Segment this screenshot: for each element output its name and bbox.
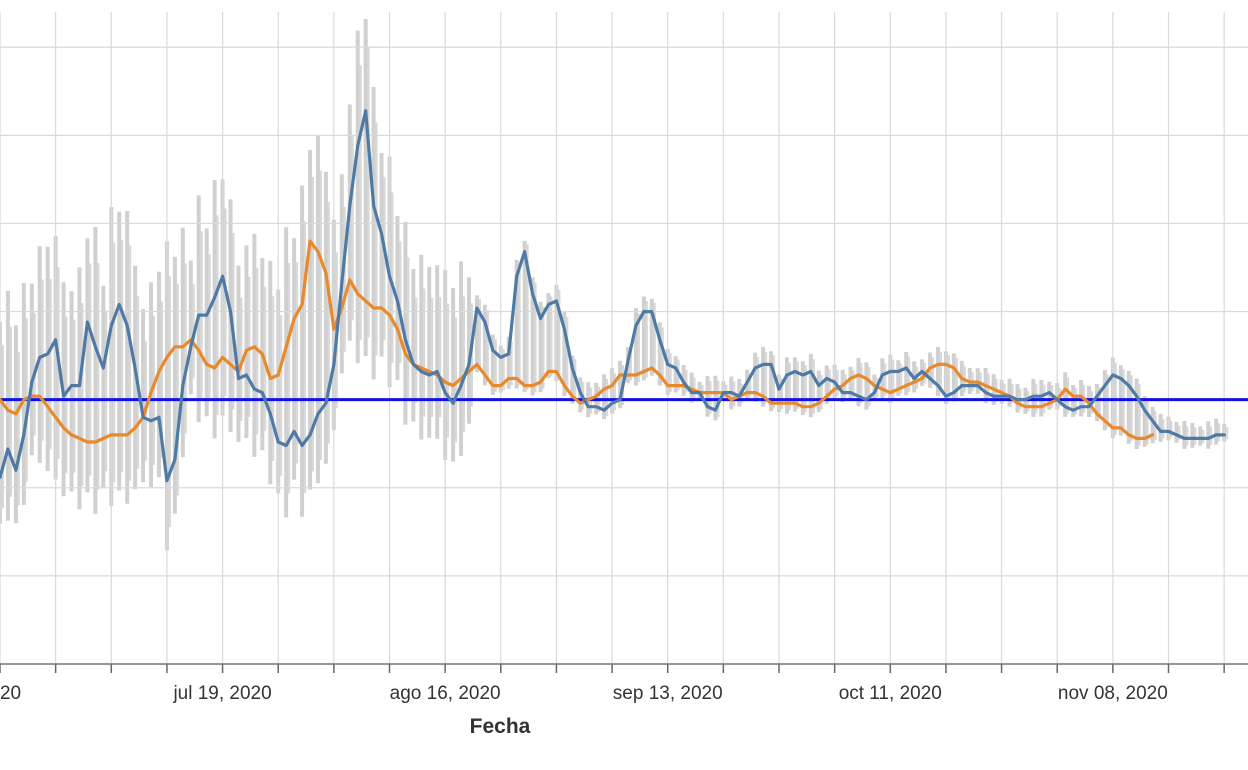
series-layer [0, 109, 1226, 483]
grid [0, 12, 1248, 665]
x-tick-label: ago 16, 2020 [390, 683, 501, 704]
x-axis: 2020 jul 19, 2020 ago 16, 2020 sep 13, 2020… [0, 663, 1248, 704]
x-tick-label: jul 19, 2020 [172, 683, 271, 704]
x-tick-label: oct 11, 2020 [839, 683, 942, 704]
series-line-blue [0, 109, 1226, 483]
x-tick-label: 2020 [0, 683, 21, 704]
x-axis-title: Fecha [470, 715, 531, 738]
x-tick-label: sep 13, 2020 [613, 683, 723, 704]
uncertainty-band [0, 19, 1229, 551]
x-tick-label: nov 08, 2020 [1058, 683, 1168, 704]
